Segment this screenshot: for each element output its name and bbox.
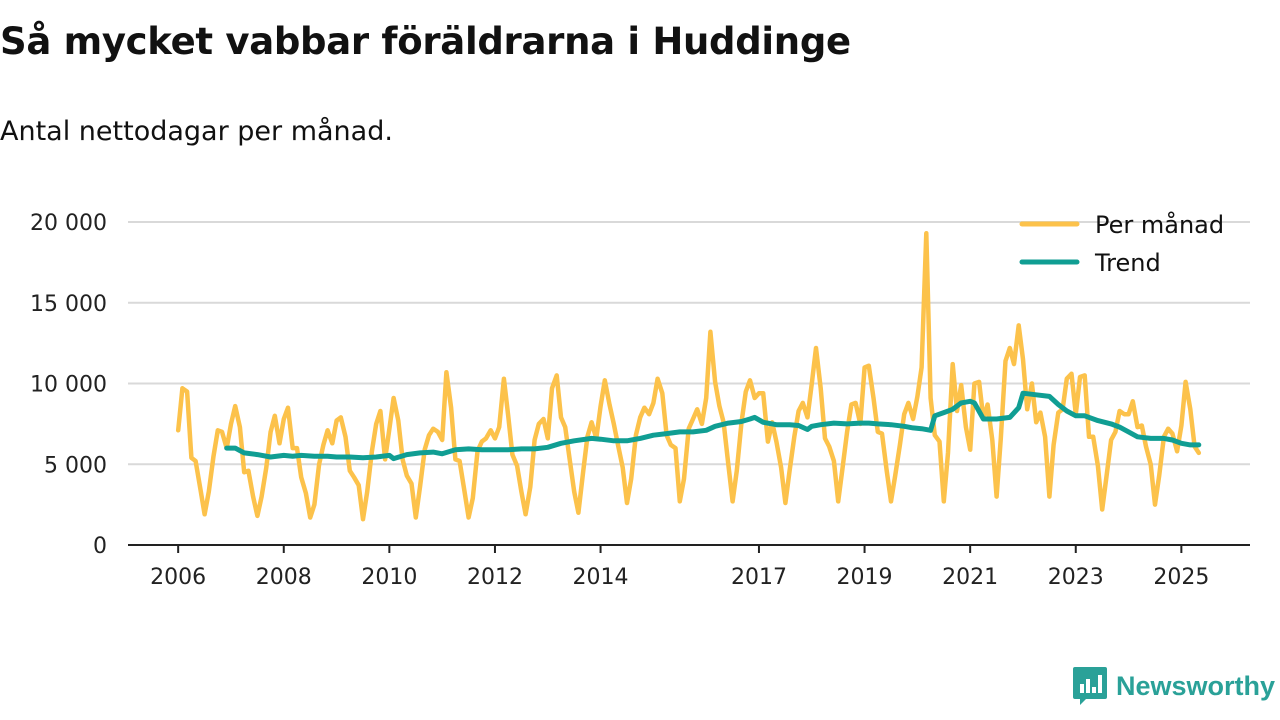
legend-label: Trend [1094, 249, 1161, 277]
series-line-per-manad [175, 231, 1202, 522]
y-tick: 0 [93, 534, 107, 559]
x-tick: 2025 [1153, 565, 1209, 590]
legend-item: Trend [1019, 249, 1161, 277]
y-axis: 0 5 000 10 000 15 000 20 000 [30, 211, 107, 559]
x-tick-label: 2023 [1048, 565, 1104, 590]
y-tick-label: 20 000 [30, 211, 107, 236]
x-tick-label: 2017 [731, 565, 787, 590]
x-tick-label: 2025 [1153, 565, 1209, 590]
x-tick-label: 2019 [837, 565, 893, 590]
x-tick: 2008 [256, 565, 312, 590]
y-tick: 15 000 [30, 292, 107, 317]
x-tick: 2010 [361, 565, 417, 590]
x-tick: 2017 [731, 565, 787, 590]
y-tick: 10 000 [30, 373, 107, 398]
legend-item: Per månad [1019, 210, 1224, 239]
newsworthy-brand-name: Newsworthy [1116, 670, 1276, 701]
x-tick: 2014 [573, 565, 629, 590]
x-tick: 2012 [467, 565, 523, 590]
x-tick-label: 2021 [942, 565, 998, 590]
y-tick-label: 5 000 [44, 453, 107, 478]
series-line-trend [224, 390, 1202, 462]
x-tick-label: 2012 [467, 565, 523, 590]
legend-label: Per månad [1095, 210, 1224, 239]
series-group [175, 231, 1202, 522]
y-tick: 20 000 [30, 211, 107, 236]
x-tick: 2021 [942, 565, 998, 590]
x-tick-label: 2010 [361, 565, 417, 590]
x-tick: 2006 [150, 565, 206, 590]
chart-subtitle: Antal nettodagar per månad. [0, 116, 393, 147]
x-tick-label: 2014 [573, 565, 629, 590]
newsworthy-brand: Newsworthy [1072, 664, 1275, 708]
y-tick-label: 10 000 [30, 373, 107, 398]
y-tick: 5 000 [44, 453, 107, 478]
y-tick-label: 15 000 [30, 292, 107, 317]
legend: Per månad Trend [1019, 210, 1224, 277]
x-tick-label: 2006 [150, 565, 206, 590]
chart-title: Så mycket vabbar föräldrarna i Huddinge [0, 20, 851, 63]
y-tick-label: 0 [93, 534, 107, 559]
newsworthy-logo-icon [1073, 667, 1107, 705]
x-axis: 2006 2008 2010 2012 2014 2017 2019 2021 2023 2025 [128, 544, 1250, 590]
x-tick: 2019 [837, 565, 893, 590]
x-tick: 2023 [1048, 565, 1104, 590]
x-tick-label: 2008 [256, 565, 312, 590]
